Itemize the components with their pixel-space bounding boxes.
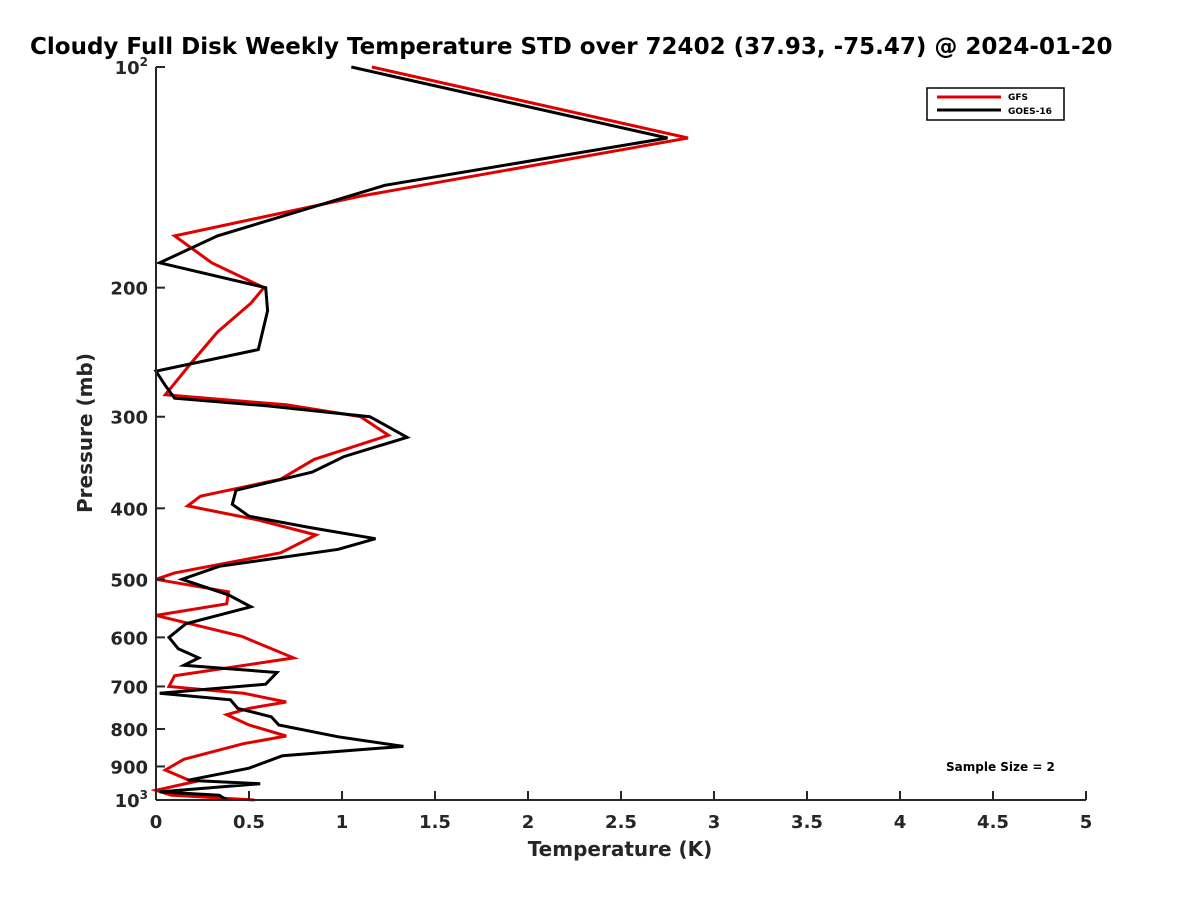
y-tick-label: 102 [115,55,148,79]
series-line-gfs [150,65,689,802]
y-tick-label: 700 [110,677,148,698]
x-tick-label: 0 [150,812,163,833]
chart-title: Cloudy Full Disk Weekly Temperature STD … [30,34,1113,60]
plot-area: 0 0.5 1 1.5 2 2.5 3 3.5 4 4.5 5 102 200 300 400 500 600 7… [110,55,1092,833]
y-tick-label: 400 [110,499,148,520]
x-tick-label: 2.5 [605,812,637,833]
series-line-goes16 [153,65,668,802]
y-tick-label: 200 [110,279,148,300]
x-tick-label: 1 [336,812,349,833]
y-tick-label: 900 [110,757,148,778]
y-tick-label: 800 [110,720,148,741]
y-axis-label: Pressure (mb) [73,353,97,513]
x-tick-label: 4 [894,812,907,833]
x-tick-label: 1.5 [419,812,451,833]
y-tick-label: 500 [110,570,148,591]
x-tick-label: 0.5 [233,812,265,833]
x-axis-label: Temperature (K) [528,837,713,861]
x-tick-label: 4.5 [977,812,1009,833]
legend: GFS GOES-16 [926,87,1065,121]
y-tick-label: 300 [110,408,148,429]
y-tick-label: 600 [110,628,148,649]
x-tick-label: 3.5 [791,812,823,833]
x-tick-label: 3 [708,812,721,833]
x-tick-label: 2 [522,812,535,833]
legend-box [926,87,1065,121]
sample-size-annotation: Sample Size = 2 [946,760,1055,774]
y-tick-label: 103 [115,788,148,812]
legend-label-gfs: GFS [1008,93,1028,103]
legend-label-goes16: GOES-16 [1008,107,1052,117]
x-tick-label: 5 [1080,812,1093,833]
